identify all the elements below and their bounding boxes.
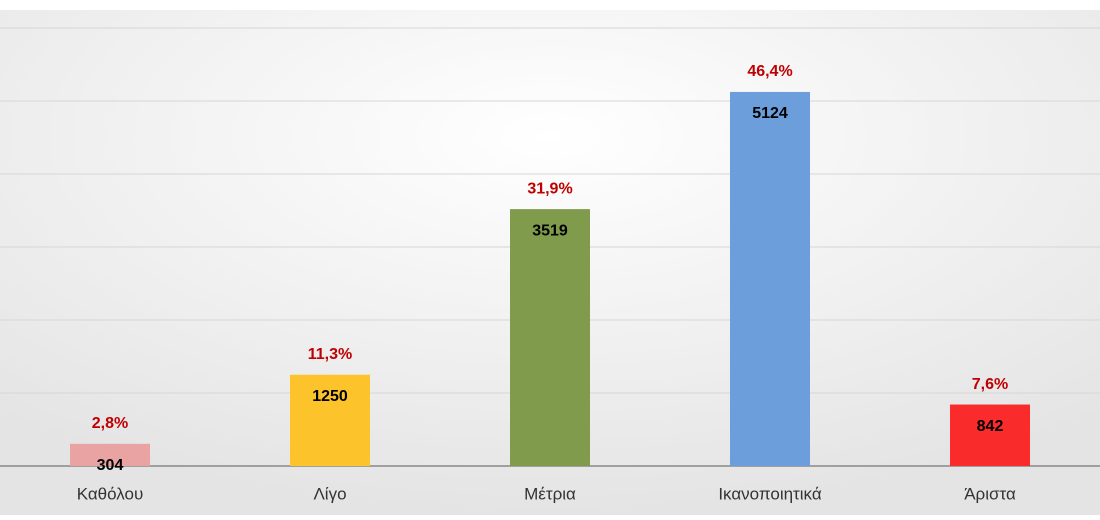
bar [950,404,1030,466]
x-tick-label: Καθόλου [77,484,144,503]
bar [70,443,150,466]
count-label: 5124 [752,105,788,122]
percent-label: 31,9% [527,180,572,197]
percent-label: 46,4% [747,63,792,80]
bar [730,91,810,466]
percent-label: 7,6% [972,376,1008,393]
bar [510,209,590,466]
count-label: 304 [97,457,124,474]
bar [290,374,370,466]
percent-label: 11,3% [308,346,352,363]
count-label: 842 [977,418,1004,435]
x-tick-label: Λίγο [313,484,346,503]
x-tick-label: Ικανοποιητικά [718,484,822,503]
x-tick-label: Μέτρια [524,484,576,503]
percent-label: 2,8% [92,415,128,432]
count-label: 1250 [312,388,348,405]
x-tick-label: Άριστα [964,484,1016,503]
count-label: 3519 [532,222,568,239]
